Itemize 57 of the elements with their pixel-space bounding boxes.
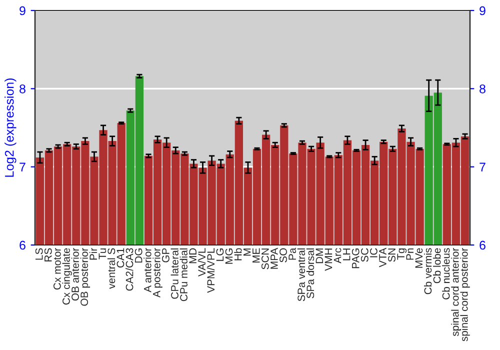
x-tick-label: Cb nucleus <box>442 248 450 300</box>
x-tick-label: VTA <box>379 248 386 268</box>
x-tick-label: MG <box>225 248 233 264</box>
x-tick-label: IC <box>370 248 378 258</box>
x-tick-label: GP <box>162 248 170 262</box>
x-tick-label: OB posterior <box>80 248 90 306</box>
x-tick-label: Pir <box>89 248 97 260</box>
x-tick-label: CPu medial <box>180 248 188 302</box>
x-tick-label: DM <box>316 248 324 264</box>
x-tick-label: ME <box>252 248 260 263</box>
x-tick-label: Pn <box>406 248 414 260</box>
y-tick-label: 9 <box>20 6 26 16</box>
x-tick-label: SCN <box>261 248 269 270</box>
x-tick-label: CPu lateral <box>170 248 178 299</box>
x-tick-label: Tg <box>397 248 407 260</box>
x-tick-label: MVe <box>415 248 423 268</box>
x-tick-label: Hb <box>234 248 242 260</box>
x-tick-label: A anterior <box>144 248 152 292</box>
x-tick-label: LH <box>342 248 350 260</box>
y2-tick-label: 9 <box>480 6 486 16</box>
x-tick-label: VA/VL <box>198 248 206 276</box>
x-tick-label: Tu <box>98 248 106 260</box>
x-tick-label: SPa ventral <box>297 248 306 302</box>
x-tick-label: MPA <box>270 248 278 269</box>
x-tick-label: PAG <box>352 248 360 268</box>
x-tick-label: Cx cingulate <box>62 248 72 305</box>
x-tick-label: RS <box>44 248 52 262</box>
x-tick-label: CA1 <box>116 248 124 268</box>
x-tick-label: M <box>244 248 251 256</box>
x-tick-label: MD <box>189 248 196 264</box>
x-tick-label: CA2/CA3 <box>126 248 134 291</box>
x-tick-label: Arc <box>334 248 342 264</box>
y-tick-label: 6 <box>20 240 26 250</box>
x-tick-label: VMH <box>324 248 332 271</box>
y-tick-label: 8 <box>20 84 26 94</box>
x-tick-label: OB anterior <box>71 248 79 301</box>
x-tick-label: SO <box>280 248 287 262</box>
x-tick-label: spinal cord posterior <box>460 248 470 342</box>
x-tick-label: spinal cord anterior <box>451 248 461 336</box>
x-tick-label: Pa <box>288 248 296 260</box>
x-tick-label: Cb vermis <box>424 248 432 294</box>
x-tick-label: SC <box>360 248 368 262</box>
y2-tick-label: 7 <box>480 162 486 172</box>
x-tick-label: LG <box>216 248 224 261</box>
x-tick-label: VPM/VPL <box>206 248 215 293</box>
x-tick-label: SN <box>388 248 396 262</box>
x-tick-label: Cb lobe <box>433 248 441 284</box>
x-tick-label: DG <box>134 248 142 263</box>
y2-tick-label: 6 <box>480 240 486 250</box>
x-tick-label: LS <box>35 248 43 260</box>
y-axis-title: Log2 (expression) <box>4 78 16 177</box>
x-tick-label: SPa dorsal <box>306 248 314 298</box>
x-tick-label: A posterior <box>152 248 162 298</box>
x-tick-label: Cx motor <box>53 248 61 290</box>
y2-tick-label: 8 <box>480 84 486 94</box>
y-tick-label: 7 <box>20 162 26 172</box>
x-tick-label: ventral S <box>107 248 116 289</box>
